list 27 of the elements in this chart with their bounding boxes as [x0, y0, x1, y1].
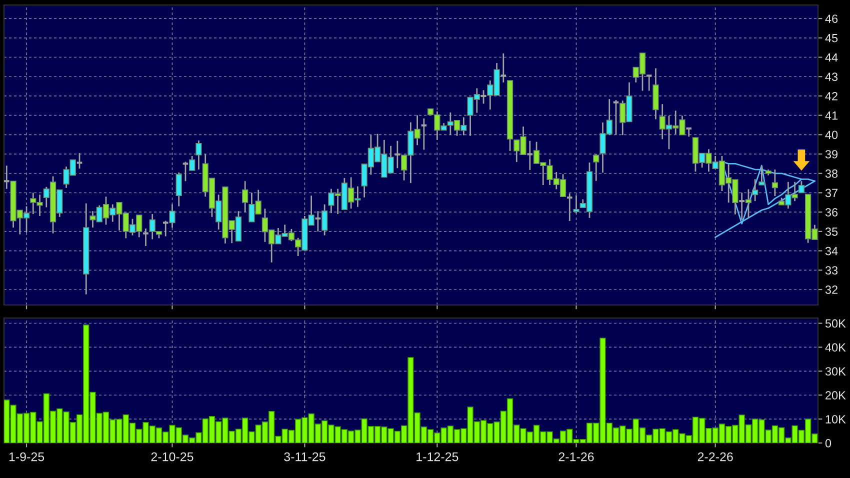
- y-tick-label: 42: [825, 92, 838, 100]
- x-tick-label: 1-12-25: [416, 452, 458, 462]
- y-tick-label: 20K: [826, 391, 846, 400]
- y-tick-label: 32: [825, 286, 838, 294]
- y-tick-label: 44: [825, 53, 838, 62]
- y-tick-label: 34: [825, 246, 838, 256]
- y-tick-label: 50K: [825, 319, 846, 328]
- y-tick-label: 30K: [825, 367, 846, 376]
- y-tick-label: 41: [825, 111, 838, 120]
- y-tick-label: 35: [825, 227, 838, 236]
- x-tick-label: 2-1-26: [558, 452, 594, 462]
- y-tick-label: 46: [825, 14, 838, 23]
- y-tick-label: 36: [825, 208, 838, 216]
- y-tick-label: 0: [825, 439, 832, 448]
- x-tick-label: 2-10-25: [151, 452, 194, 462]
- x-tick-label: 3-11-25: [284, 452, 326, 462]
- x-tick-label: 2-2-26: [698, 452, 733, 462]
- y-tick-label: 33: [825, 266, 838, 275]
- y-tick-label: 37: [825, 188, 838, 198]
- y-tick-label: 40K: [825, 343, 846, 352]
- y-tick-label: 10K: [826, 415, 846, 424]
- y-tick-label: 38: [825, 169, 838, 178]
- x-tick-label: 1-9-25: [9, 452, 44, 462]
- y-tick-label: 39: [825, 150, 838, 158]
- y-tick-label: 43: [825, 72, 838, 82]
- y-tick-label: 45: [825, 34, 838, 42]
- y-tick-label: 40: [825, 130, 838, 140]
